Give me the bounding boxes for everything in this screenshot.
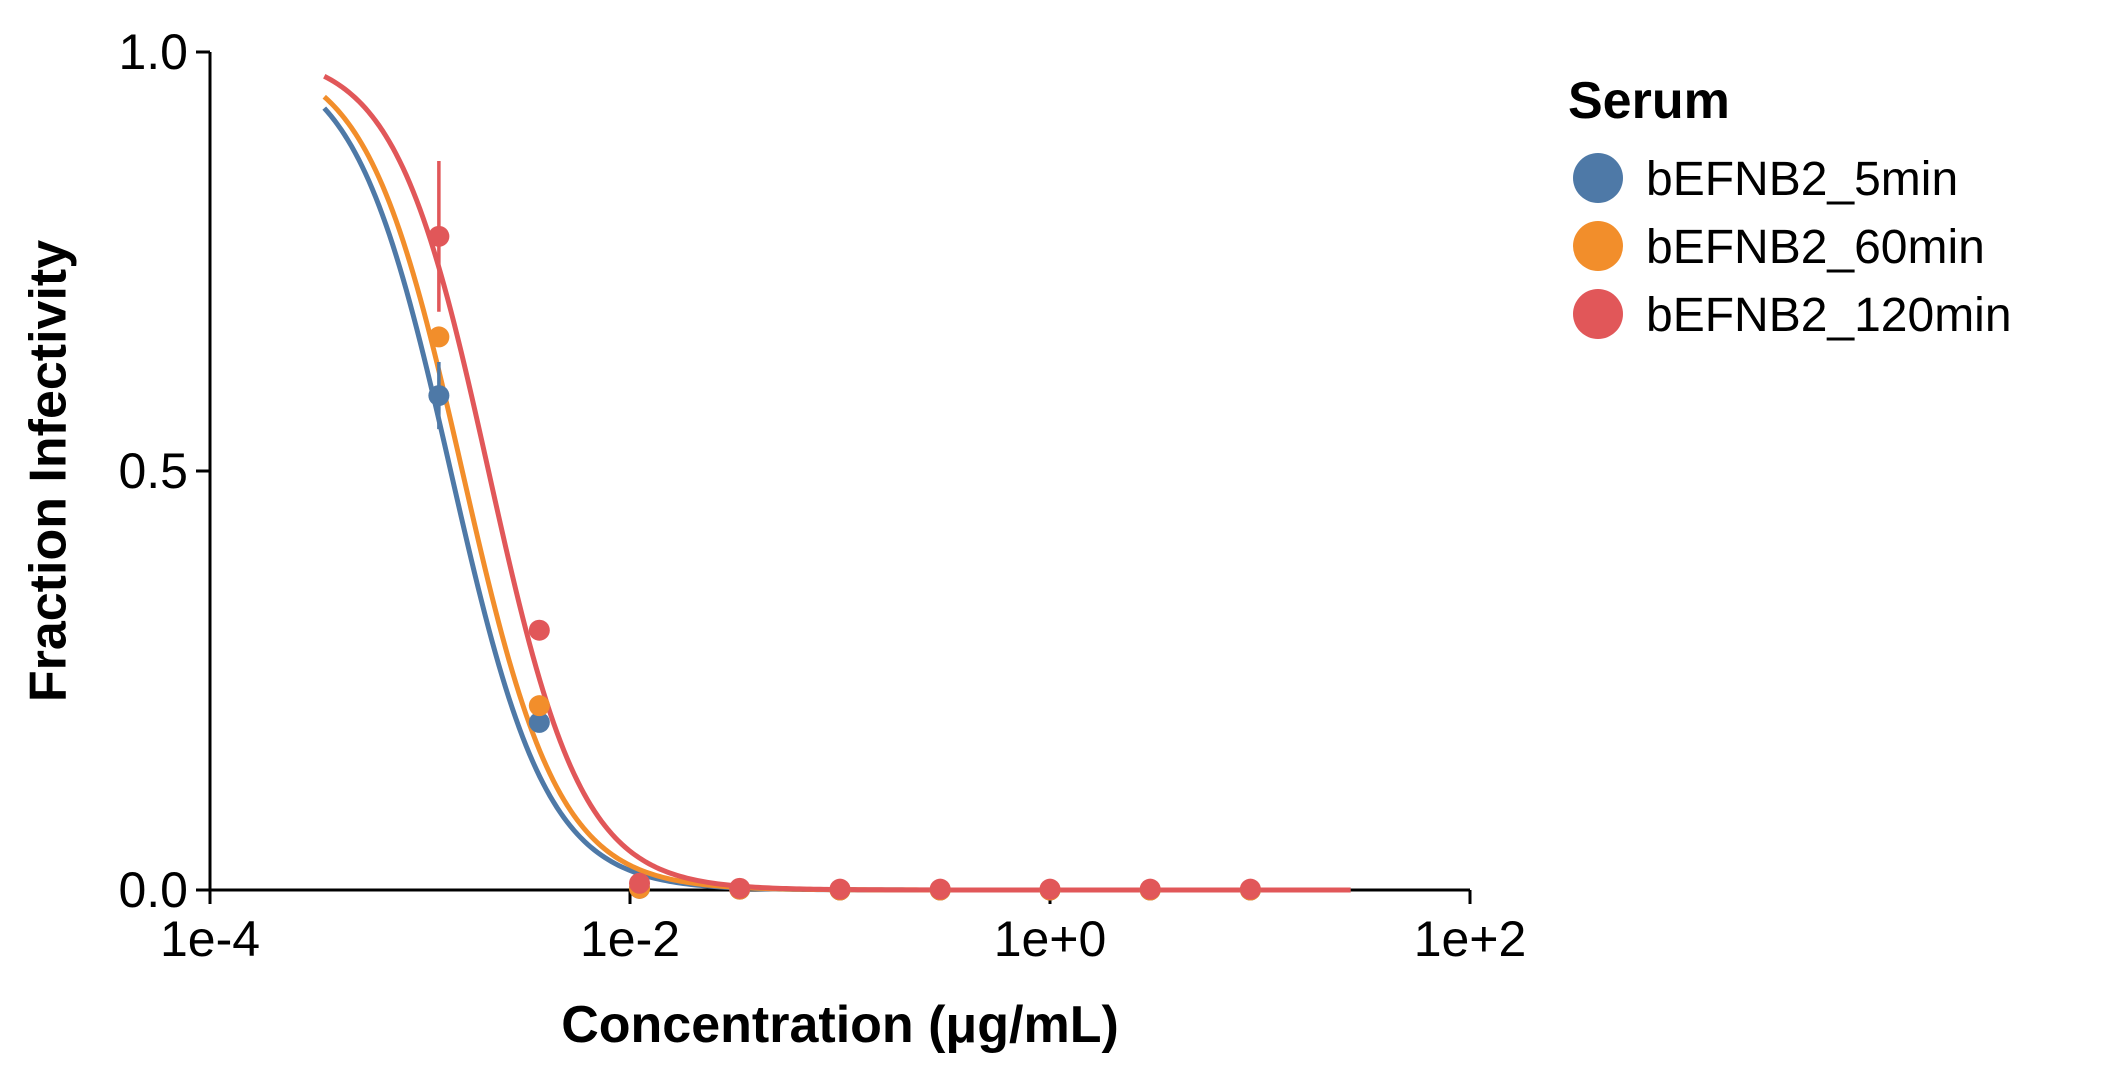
- data-point-bEFNB2_120min: [829, 878, 851, 900]
- data-point-bEFNB2_120min: [1239, 878, 1261, 900]
- legend-label: bEFNB2_5min: [1646, 153, 1958, 206]
- x-tick-label: 1e+2: [1414, 911, 1527, 967]
- fit-curve-bEFNB2_5min: [322, 106, 1351, 893]
- data-point-bEFNB2_120min: [428, 225, 450, 247]
- legend-items: bEFNB2_5min bEFNB2_60min bEFNB2_120min: [1573, 153, 2012, 342]
- x-tick-label: 1e-2: [580, 911, 680, 967]
- data-point-bEFNB2_5min: [528, 711, 550, 733]
- x-tick-label: 1e+0: [994, 911, 1107, 967]
- data-point-bEFNB2_120min: [929, 878, 951, 900]
- legend: Serum bEFNB2_5min bEFNB2_60min bEFNB2_120m…: [1568, 72, 2012, 342]
- data-point-bEFNB2_5min: [428, 385, 450, 407]
- plot-area: 0.0 0.5 1.0 1e-4 1e-2 1e+0 1e+2: [118, 24, 1526, 967]
- y-tick-label: 0.0: [118, 862, 188, 918]
- fit-curves: [322, 74, 1351, 893]
- x-tick-label: 1e-4: [160, 911, 260, 967]
- legend-swatch: [1573, 289, 1623, 339]
- legend-label: bEFNB2_60min: [1646, 221, 1985, 274]
- legend-swatch: [1573, 221, 1623, 271]
- fit-curve-bEFNB2_60min: [322, 94, 1351, 893]
- x-axis-ticks: 1e-4 1e-2 1e+0 1e+2: [160, 890, 1526, 967]
- y-axis-ticks: 0.0 0.5 1.0: [118, 24, 210, 918]
- data-point-bEFNB2_120min: [629, 872, 651, 894]
- fit-curve-bEFNB2_120min: [323, 74, 1351, 893]
- legend-label: bEFNB2_120min: [1646, 289, 2012, 342]
- y-tick-label: 0.5: [118, 443, 188, 499]
- data-point-bEFNB2_120min: [1139, 878, 1161, 900]
- legend-swatch: [1573, 153, 1623, 203]
- data-point-bEFNB2_60min: [428, 326, 450, 348]
- data-point-bEFNB2_120min: [1039, 878, 1061, 900]
- legend-title: Serum: [1568, 72, 1730, 130]
- data-point-bEFNB2_120min: [528, 619, 550, 641]
- y-axis-title: Fraction Infectivity: [20, 240, 78, 702]
- data-points: [428, 225, 1261, 901]
- x-axis-title: Concentration (μg/mL): [561, 996, 1119, 1054]
- y-tick-label: 1.0: [118, 24, 188, 80]
- data-point-bEFNB2_60min: [528, 695, 550, 717]
- data-point-bEFNB2_120min: [729, 877, 751, 899]
